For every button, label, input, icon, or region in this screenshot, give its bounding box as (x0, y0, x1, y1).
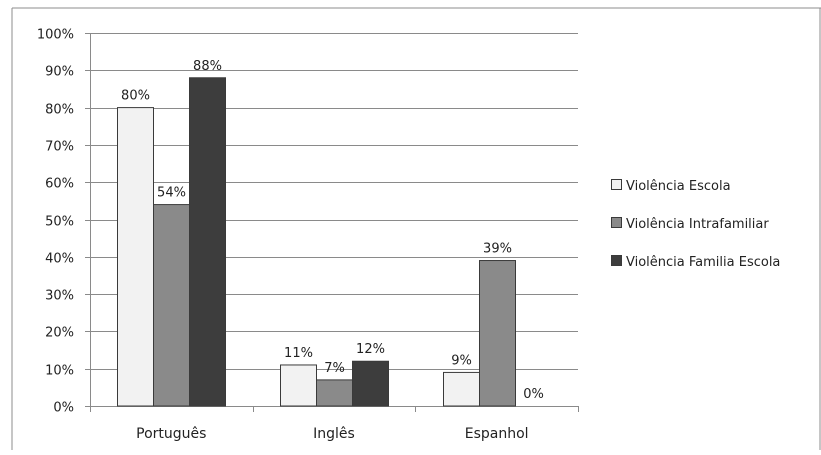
data-label: 12% (356, 342, 385, 357)
y-tick-label: 100% (37, 28, 74, 43)
data-label: 7% (324, 361, 345, 376)
y-tick-label: 90% (45, 65, 74, 80)
y-tick-label: 60% (45, 177, 74, 192)
bar (352, 360, 389, 407)
y-tick-label: 0% (53, 401, 74, 416)
y-axis: 0% 10% 20% 30% 40% 50% 60% 70% 80% 90% 100% (37, 28, 91, 416)
data-label: 0% (523, 387, 544, 402)
legend-label: Violência Familia Escola (626, 255, 780, 270)
bar (280, 364, 317, 407)
y-tick-label: 10% (45, 364, 74, 379)
legend-swatch (611, 217, 622, 228)
bars (117, 77, 516, 407)
data-label: 9% (451, 353, 472, 368)
bar (316, 379, 353, 407)
data-labels: 80% 54% 88% 11% 7% 12% 9% 39% 0% (121, 59, 544, 402)
data-label: 88% (193, 59, 222, 74)
legend-label: Violência Escola (626, 179, 731, 194)
data-label: 11% (284, 346, 313, 361)
y-tick-label: 20% (45, 326, 74, 341)
x-tick-label: Espanhol (465, 426, 529, 442)
y-tick-label: 30% (45, 289, 74, 304)
bar (443, 371, 480, 407)
legend-swatch (611, 179, 622, 190)
bar (189, 77, 226, 407)
y-tick-label: 80% (45, 103, 74, 118)
y-tick-label: 40% (45, 252, 74, 267)
bar (479, 260, 516, 407)
x-tick-label: Inglês (313, 426, 355, 442)
x-axis: Português Inglês Espanhol (90, 406, 579, 442)
y-tick-label: 70% (45, 140, 74, 155)
data-label: 54% (157, 186, 186, 201)
data-label: 39% (483, 242, 512, 257)
legend-swatch (611, 255, 622, 266)
y-tick-label: 50% (45, 215, 74, 230)
bar (153, 204, 190, 407)
legend-label: Violência Intrafamiliar (626, 217, 769, 232)
legend: Violência Escola Violência Intrafamiliar V… (611, 179, 780, 270)
bar (117, 107, 154, 407)
data-label: 80% (121, 89, 150, 104)
x-tick-label: Português (136, 426, 206, 442)
